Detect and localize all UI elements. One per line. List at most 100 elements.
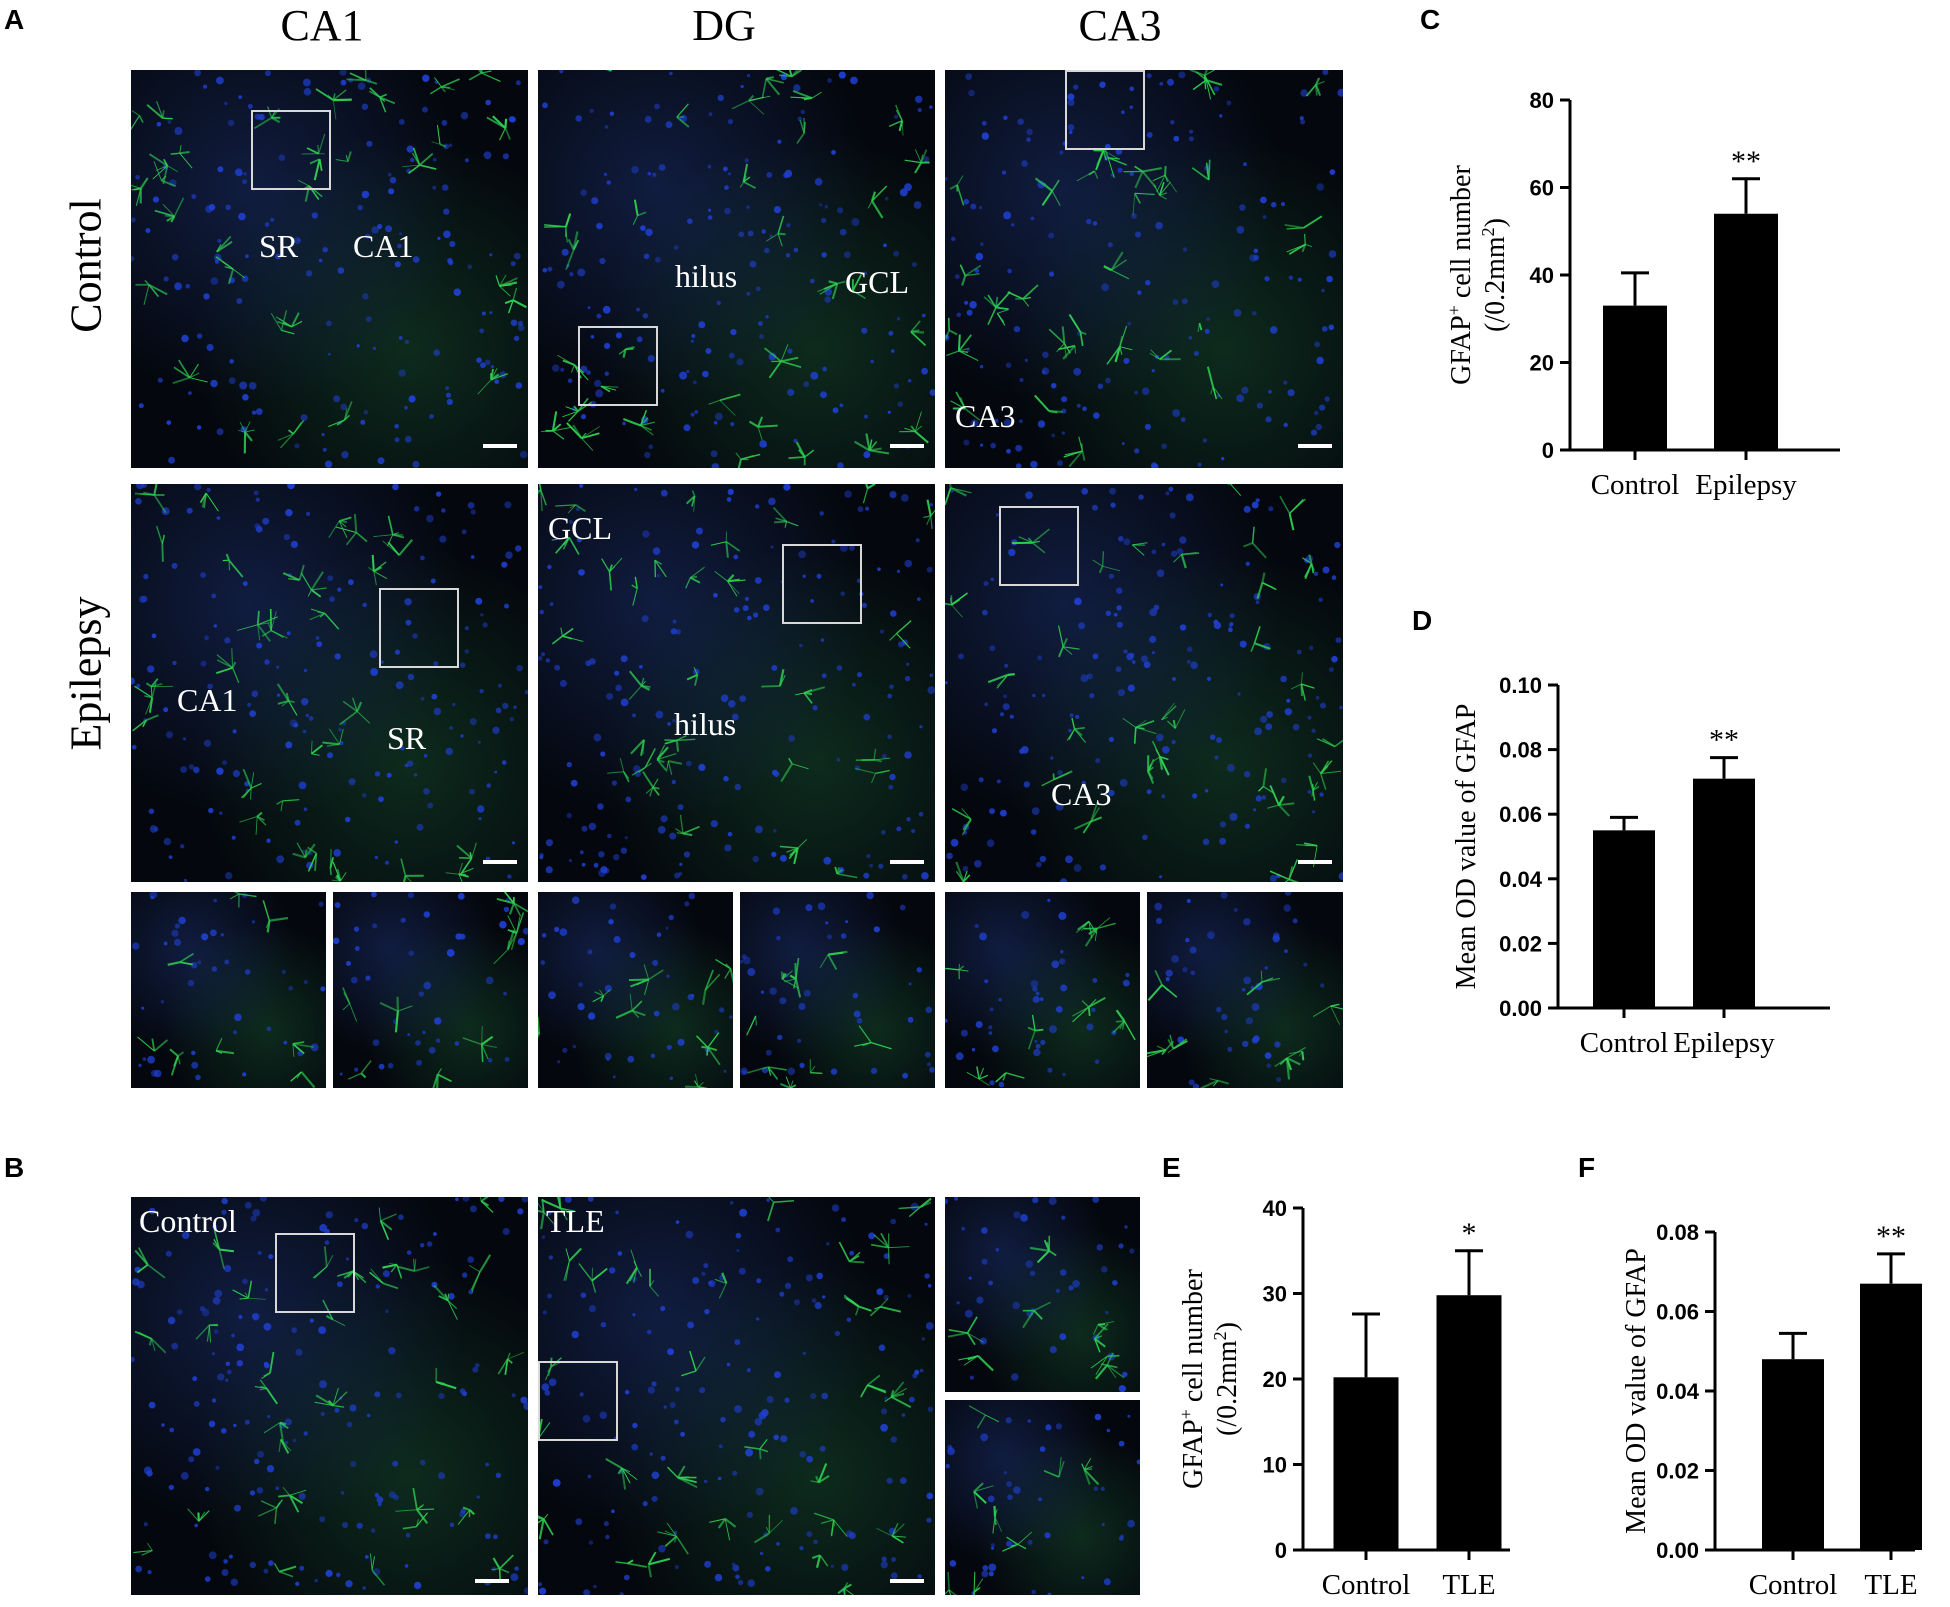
- y-tick-label: 0.00: [1499, 996, 1542, 1021]
- roi-box: [999, 506, 1079, 586]
- y-tick-label: 0: [1542, 438, 1554, 463]
- micrograph-texture: [333, 892, 528, 1088]
- micrograph-control-dg: hilus GCL: [538, 70, 935, 468]
- column-title-ca3: CA3: [1020, 0, 1220, 51]
- y-axis-label: GFAP+ cell number: [1444, 165, 1477, 385]
- y-axis-label-unit: (/0.2mm2): [1478, 218, 1511, 332]
- micrograph-epilepsy-ca3: CA3: [945, 484, 1343, 882]
- y-tick-label: 0.02: [1499, 931, 1542, 956]
- category-label: Epilepsy: [1673, 1027, 1775, 1059]
- bar-tle: [1437, 1295, 1502, 1550]
- y-tick-label: 30: [1263, 1282, 1287, 1307]
- inset-epilepsy-dg: [740, 892, 935, 1088]
- y-tick-label: 0.02: [1656, 1459, 1699, 1484]
- y-tick-label: 0.08: [1656, 1220, 1699, 1245]
- micrograph-texture: [740, 892, 935, 1088]
- inset-control-dg: [538, 892, 733, 1088]
- y-tick-label: 40: [1530, 263, 1554, 288]
- scale-bar: [1298, 860, 1332, 864]
- scale-bar: [1298, 444, 1332, 448]
- scale-bar: [890, 860, 924, 864]
- category-label: Control: [1591, 469, 1680, 501]
- micrograph-epilepsy-dg: GCL hilus: [538, 484, 935, 882]
- y-tick-label: 40: [1263, 1196, 1287, 1221]
- micrograph-epilepsy-ca1: CA1 SR: [131, 484, 528, 882]
- image-label-tle: TLE: [546, 1203, 605, 1240]
- bar-tle: [1860, 1284, 1922, 1550]
- panel-letter-a: A: [4, 4, 24, 36]
- y-tick-label: 20: [1263, 1367, 1287, 1392]
- panel-letter-c: C: [1420, 4, 1440, 36]
- y-tick-label: 10: [1263, 1453, 1287, 1478]
- bar-epilepsy: [1714, 214, 1778, 450]
- region-label-ca1: CA1: [177, 682, 237, 719]
- row-title-epilepsy: Epilepsy: [61, 544, 112, 804]
- region-label-sr: SR: [259, 228, 298, 265]
- bar-control: [1603, 306, 1667, 450]
- roi-box: [275, 1233, 355, 1313]
- roi-box: [1065, 70, 1145, 150]
- category-label: Control: [1580, 1027, 1669, 1059]
- bar-control: [1334, 1377, 1399, 1550]
- roi-box: [782, 544, 862, 624]
- micrograph-control-ca1: SR CA1: [131, 70, 528, 468]
- y-tick-label: 80: [1530, 88, 1554, 113]
- y-tick-label: 0.06: [1499, 802, 1542, 827]
- category-label: Control: [1322, 1569, 1411, 1601]
- region-label-hilus: hilus: [674, 706, 736, 743]
- micrograph-texture: [945, 1400, 1140, 1595]
- micrograph-control-ca3: CA3: [945, 70, 1343, 468]
- y-tick-label: 0.06: [1656, 1300, 1699, 1325]
- region-label-ca3: CA3: [1051, 776, 1111, 813]
- y-tick-label: 0.00: [1656, 1538, 1699, 1563]
- region-label-gcl: GCL: [845, 264, 909, 301]
- panel-letter-f: F: [1578, 1152, 1595, 1184]
- scale-bar: [890, 444, 924, 448]
- roi-box: [578, 326, 658, 406]
- region-label-sr: SR: [387, 720, 426, 757]
- inset-epilepsy-ca1: [333, 892, 528, 1088]
- significance-marker: *: [1462, 1217, 1477, 1250]
- y-axis-label: Mean OD value of GFAP: [1451, 704, 1482, 990]
- column-title-dg: DG: [624, 0, 824, 51]
- micrograph-texture: [131, 892, 326, 1088]
- y-tick-label: 20: [1530, 351, 1554, 376]
- image-label-control: Control: [139, 1203, 237, 1240]
- scale-bar: [890, 1579, 924, 1583]
- y-tick-label: 60: [1530, 176, 1554, 201]
- region-label-ca3: CA3: [955, 398, 1015, 435]
- roi-box: [538, 1361, 618, 1441]
- bar-control: [1593, 830, 1655, 1008]
- y-tick-label: 0: [1275, 1538, 1287, 1563]
- panel-letter-e: E: [1162, 1152, 1181, 1184]
- significance-marker: **: [1876, 1220, 1906, 1253]
- micrograph-texture: [538, 892, 733, 1088]
- y-tick-label: 0.10: [1499, 673, 1542, 698]
- micrograph-human-tle: TLE: [538, 1197, 935, 1595]
- y-tick-label: 0.04: [1499, 867, 1543, 892]
- bar-epilepsy: [1693, 779, 1755, 1008]
- region-label-ca1: CA1: [353, 228, 413, 265]
- inset-human-tle: [945, 1400, 1140, 1595]
- region-label-hilus: hilus: [675, 258, 737, 295]
- inset-epilepsy-ca3: [1147, 892, 1343, 1088]
- significance-marker: **: [1709, 724, 1739, 757]
- micrograph-texture: [945, 1197, 1140, 1392]
- micrograph-texture: [945, 892, 1140, 1088]
- scale-bar: [475, 1579, 509, 1583]
- inset-control-ca3: [945, 892, 1140, 1088]
- roi-box: [379, 588, 459, 668]
- y-tick-label: 0.04: [1656, 1379, 1700, 1404]
- y-axis-label: Mean OD value of GFAP: [1621, 1248, 1652, 1534]
- scale-bar: [483, 444, 517, 448]
- inset-control-ca1: [131, 892, 326, 1088]
- bar-control: [1762, 1359, 1824, 1550]
- roi-box: [251, 110, 331, 190]
- significance-marker: **: [1731, 145, 1761, 178]
- y-axis-label: GFAP+ cell number: [1176, 1269, 1209, 1489]
- y-tick-label: 0.08: [1499, 738, 1542, 763]
